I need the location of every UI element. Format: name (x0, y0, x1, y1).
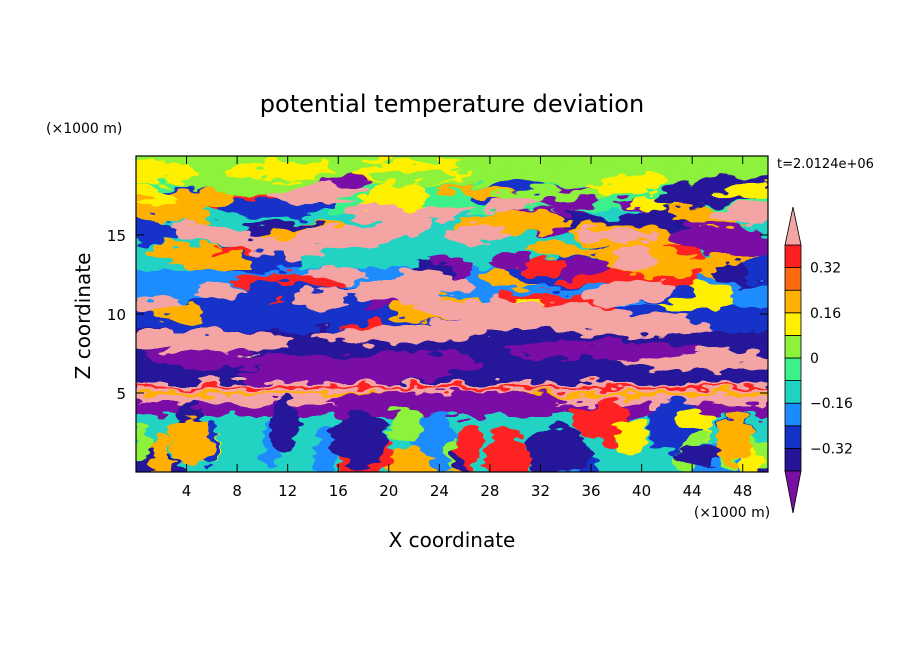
x-tick-label: 44 (683, 482, 702, 500)
colorbar-segment (784, 357, 802, 382)
x-axis: 4 8 12 16 20 24 28 32 36 40 44 48 (182, 156, 752, 500)
y-tick-label: 5 (116, 385, 126, 403)
colorbar-max-arrow (784, 206, 802, 246)
x-axis-label: X coordinate (389, 528, 516, 552)
chart-title: potential temperature deviation (260, 90, 644, 118)
x-axis-unit: (×1000 m) (694, 505, 770, 521)
colorbar-segment (784, 312, 802, 336)
x-tick-label: 4 (182, 482, 192, 500)
x-tick-label: 8 (232, 482, 242, 500)
colorbar-label: 0.32 (810, 261, 841, 277)
time-label: t=2.0124e+06 (777, 157, 874, 172)
colorbar-segment (784, 380, 802, 404)
y-axis: 5 10 15 (107, 227, 768, 403)
x-tick-label: 16 (329, 482, 348, 500)
x-tick-label: 36 (581, 482, 600, 500)
contour-field (136, 156, 768, 472)
x-tick-label: 32 (531, 482, 550, 500)
x-tick-label: 12 (278, 482, 297, 500)
x-tick-label: 40 (632, 482, 651, 500)
colorbar-segment (784, 447, 802, 472)
colorbar-segment (784, 244, 802, 269)
y-tick-label: 15 (107, 227, 126, 245)
colorbar-label: −0.16 (810, 396, 853, 412)
colorbar-label: 0 (810, 351, 819, 367)
x-tick-label: 28 (480, 482, 499, 500)
colorbar-segment (784, 267, 802, 291)
colorbar-segment (784, 425, 802, 449)
y-axis-label: Z coordinate (71, 253, 95, 380)
colorbar-segment (784, 334, 802, 359)
x-tick-label: 48 (733, 482, 752, 500)
x-tick-label: 20 (379, 482, 398, 500)
colorbar-label: −0.32 (810, 441, 853, 457)
colorbar-segment (784, 289, 802, 314)
y-tick-label: 10 (107, 306, 126, 324)
colorbar-segment (784, 402, 802, 427)
colorbar: 0.32 0.16 0 −0.16 −0.32 (784, 206, 853, 514)
y-axis-unit: (×1000 m) (46, 121, 122, 137)
colorbar-min-arrow (784, 470, 802, 514)
x-tick-label: 24 (430, 482, 449, 500)
colorbar-label: 0.16 (810, 306, 841, 322)
